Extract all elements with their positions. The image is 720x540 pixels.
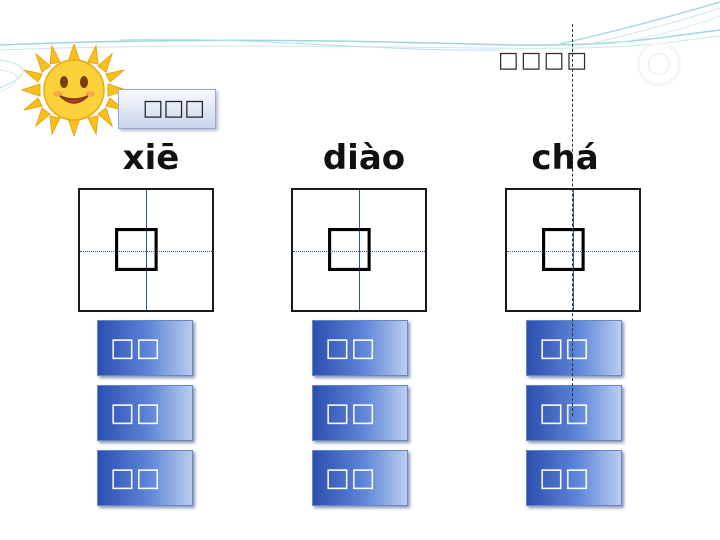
word-button[interactable]: □□ — [526, 385, 622, 441]
character-glyph: □ — [323, 213, 376, 278]
pinyin-label: xiē — [122, 138, 180, 178]
character-grid: □ — [78, 188, 214, 312]
word-button[interactable]: □□ — [97, 450, 193, 506]
pinyin-label: diào — [322, 138, 406, 178]
word-button[interactable]: □□ — [526, 450, 622, 506]
word-button[interactable]: □□ — [312, 320, 408, 376]
character-grid: □ — [505, 188, 641, 312]
word-button[interactable]: □□ — [312, 450, 408, 506]
word-button[interactable]: □□ — [97, 385, 193, 441]
grid-vertical-guide — [359, 190, 360, 310]
grid-vertical-guide — [573, 190, 574, 310]
character-grid: □ — [291, 188, 427, 312]
pinyin-label: chá — [531, 138, 599, 178]
character-glyph: □ — [110, 213, 163, 278]
word-button[interactable]: □□ — [526, 320, 622, 376]
section-label: □□□ — [118, 89, 216, 129]
sun-smiley-icon — [20, 44, 128, 136]
word-button[interactable]: □□ — [97, 320, 193, 376]
page-title: □□□□ — [498, 48, 590, 73]
circle-inner-ring — [648, 53, 670, 75]
word-button[interactable]: □□ — [312, 385, 408, 441]
vertical-guide-line — [572, 24, 573, 416]
circle-button-icon[interactable] — [637, 42, 681, 86]
character-glyph: □ — [537, 213, 590, 278]
grid-vertical-guide — [146, 190, 147, 310]
